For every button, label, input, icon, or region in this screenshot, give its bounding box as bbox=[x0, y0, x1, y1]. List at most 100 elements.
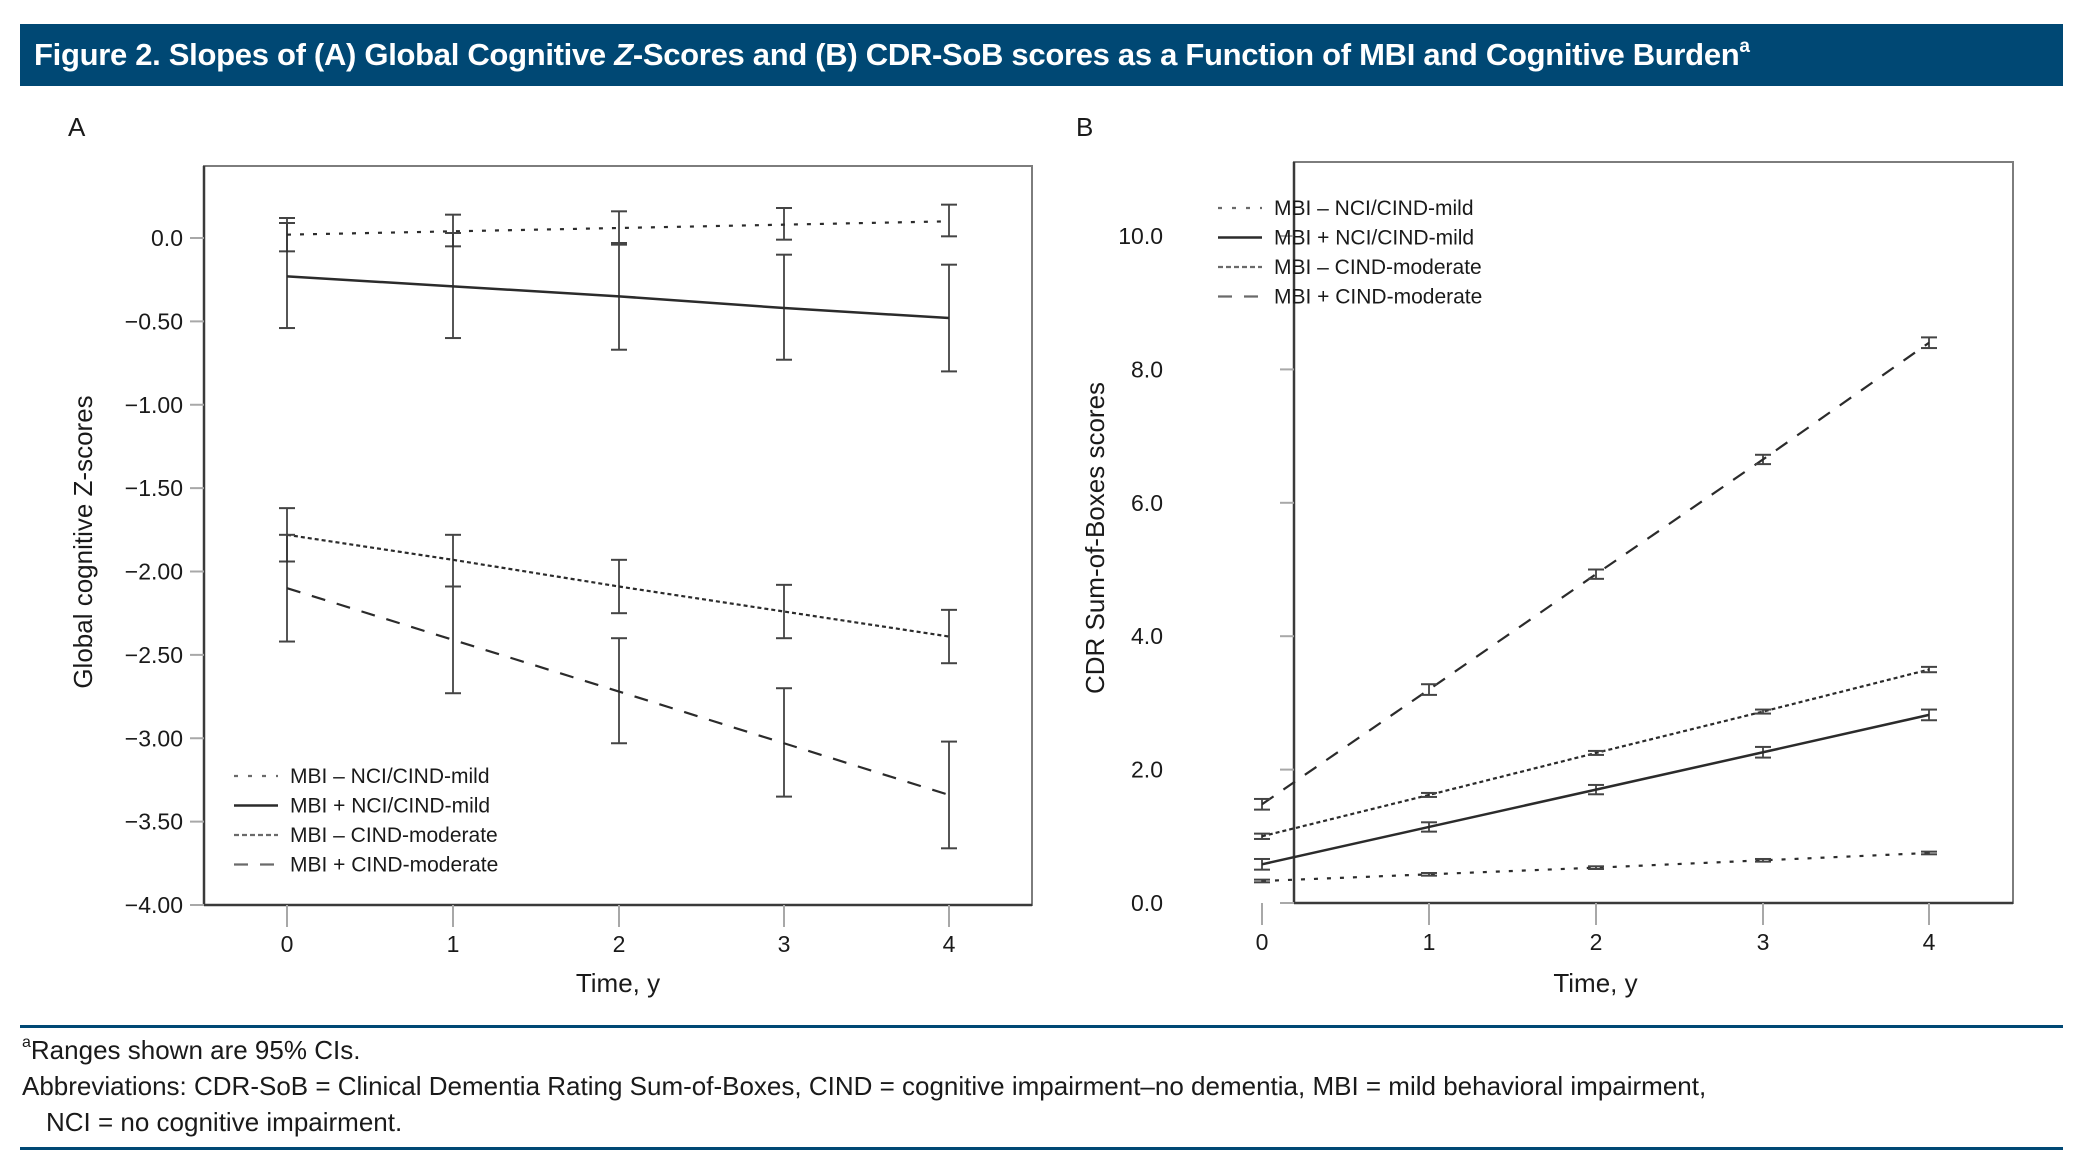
footnote-bottom-rule bbox=[20, 1147, 2063, 1150]
x-tick-label: 0 bbox=[1256, 929, 1269, 955]
y-tick-label: 10.0 bbox=[1118, 223, 1163, 249]
error-bar bbox=[941, 203, 957, 238]
legend-label: MBI – CIND-moderate bbox=[1274, 256, 1482, 279]
error-bar bbox=[445, 533, 461, 588]
footnote-top-rule bbox=[20, 1025, 2063, 1028]
error-bar bbox=[1921, 850, 1937, 856]
series-line bbox=[1261, 341, 1930, 806]
error-bar bbox=[1421, 871, 1437, 877]
footnote-ci: aRanges shown are 95% CIs. bbox=[22, 1032, 360, 1068]
series-a-2 bbox=[279, 507, 957, 665]
legend-item: MBI – CIND-moderate bbox=[234, 824, 498, 847]
legend-a: MBI – NCI/CIND-mild MBI + NCI/CIND-mild MB… bbox=[234, 765, 498, 877]
y-tick-label: −3.00 bbox=[125, 725, 183, 751]
legend-item: MBI – NCI/CIND-mild bbox=[1218, 197, 1474, 220]
legend-label: MBI + NCI/CIND-mild bbox=[290, 795, 490, 818]
series-line bbox=[286, 533, 950, 638]
error-bar bbox=[1588, 568, 1604, 580]
error-bar bbox=[1755, 857, 1771, 863]
x-tick-label: 0 bbox=[281, 931, 294, 957]
footnote-marker: a bbox=[22, 1034, 31, 1051]
series-a-1 bbox=[279, 221, 957, 373]
error-bar bbox=[1254, 878, 1270, 884]
legend-label: MBI – NCI/CIND-mild bbox=[1274, 197, 1474, 220]
legend-item: MBI + CIND-moderate bbox=[234, 854, 498, 877]
x-tick-label: 4 bbox=[943, 931, 956, 957]
figure-title-prefix: Figure 2. Slopes of (A) Global Cognitive bbox=[34, 37, 615, 72]
y-tick-label: 8.0 bbox=[1131, 356, 1163, 382]
footnote-abbreviations-line2: NCI = no cognitive impairment. bbox=[46, 1107, 403, 1137]
error-bar bbox=[279, 221, 295, 330]
series-b-2 bbox=[1254, 665, 1937, 840]
legend-b: MBI – NCI/CIND-mild MBI + NCI/CIND-mild MB… bbox=[1218, 197, 1482, 309]
figure-title-bar: Figure 2. Slopes of (A) Global Cognitive… bbox=[20, 24, 2063, 86]
error-bar bbox=[1755, 708, 1771, 715]
error-bar bbox=[776, 583, 792, 640]
x-tick-label: 2 bbox=[1590, 929, 1603, 955]
panel-a-chart: 0.0 −0.50 −1.00 −1.50 −2.00 −2.50 −3.00 −3.50 −4… bbox=[68, 165, 1033, 998]
legend-label: MBI – NCI/CIND-mild bbox=[290, 765, 490, 788]
error-bar bbox=[1421, 791, 1437, 798]
series-b-3 bbox=[1254, 336, 1937, 811]
error-bar bbox=[611, 210, 627, 245]
legend-item: MBI + CIND-moderate bbox=[1218, 286, 1482, 309]
error-bar bbox=[1921, 336, 1937, 350]
error-bar bbox=[1254, 832, 1270, 840]
y-tick-label: 6.0 bbox=[1131, 490, 1163, 516]
x-tick-label: 1 bbox=[447, 931, 460, 957]
legend-item: MBI + NCI/CIND-mild bbox=[234, 795, 490, 818]
x-axis-title-a: Time, y bbox=[576, 968, 660, 998]
x-tick-label: 1 bbox=[1423, 929, 1436, 955]
x-tick-label: 2 bbox=[613, 931, 626, 957]
error-bar bbox=[445, 231, 461, 340]
y-tick-label: 2.0 bbox=[1131, 757, 1163, 783]
x-tick-label: 4 bbox=[1923, 929, 1936, 955]
y-tick-label: 0.0 bbox=[1131, 890, 1163, 916]
y-tick-label: −2.00 bbox=[125, 559, 183, 585]
error-bar bbox=[1588, 865, 1604, 870]
y-tick-label: −1.00 bbox=[125, 392, 183, 418]
error-bar bbox=[776, 206, 792, 241]
panel-b-chart: 0.0 2.0 4.0 6.0 8.0 10.0 0 1 2 3 4 Time, y CDR Sum-o… bbox=[1080, 161, 2014, 998]
error-bar bbox=[1921, 708, 1937, 722]
legend-label: MBI + NCI/CIND-mild bbox=[1274, 227, 1474, 250]
figure-title-suffix: -Scores and (B) CDR-SoB scores as a Func… bbox=[632, 37, 1740, 72]
y-tick-label: −3.50 bbox=[125, 809, 183, 835]
error-bar bbox=[941, 608, 957, 665]
series-a-3 bbox=[279, 533, 957, 850]
y-tick-label: −4.00 bbox=[125, 892, 183, 918]
error-bar bbox=[1421, 683, 1437, 696]
error-bar bbox=[1755, 745, 1771, 759]
error-bar bbox=[611, 558, 627, 615]
error-bar bbox=[1421, 821, 1437, 833]
error-bar bbox=[611, 243, 627, 351]
y-tick-label: −1.50 bbox=[125, 475, 183, 501]
legend-label: MBI + CIND-moderate bbox=[1274, 286, 1482, 309]
x-axis-title-b: Time, y bbox=[1553, 968, 1637, 998]
panel-label-a: A bbox=[68, 112, 86, 142]
series-line bbox=[286, 220, 950, 236]
legend-label: MBI + CIND-moderate bbox=[290, 854, 498, 877]
x-tick-label: 3 bbox=[778, 931, 791, 957]
error-bar bbox=[776, 253, 792, 361]
error-bar bbox=[941, 740, 957, 850]
error-bar bbox=[1755, 453, 1771, 466]
y-axis-title-b: CDR Sum-of-Boxes scores bbox=[1080, 382, 1110, 694]
error-bar bbox=[1588, 783, 1604, 796]
legend-item: MBI – NCI/CIND-mild bbox=[234, 765, 490, 788]
legend-label: MBI – CIND-moderate bbox=[290, 824, 498, 847]
y-tick-label: −0.50 bbox=[125, 308, 183, 334]
y-axis-title-a: Global cognitive Z-scores bbox=[68, 395, 98, 688]
error-bar bbox=[1254, 797, 1270, 811]
x-tick-label: 3 bbox=[1757, 929, 1770, 955]
error-bar bbox=[445, 585, 461, 695]
footnote-abbreviations-line1: Abbreviations: CDR-SoB = Clinical Dement… bbox=[22, 1071, 1707, 1101]
legend-item: MBI + NCI/CIND-mild bbox=[1218, 227, 1474, 250]
y-tick-label: 4.0 bbox=[1131, 623, 1163, 649]
figure-title-footnote-marker: a bbox=[1739, 36, 1750, 57]
series-b-1 bbox=[1254, 708, 1937, 871]
series-line bbox=[286, 275, 950, 320]
footnote-ci-text: Ranges shown are 95% CIs. bbox=[30, 1035, 361, 1065]
error-bar bbox=[279, 533, 295, 643]
